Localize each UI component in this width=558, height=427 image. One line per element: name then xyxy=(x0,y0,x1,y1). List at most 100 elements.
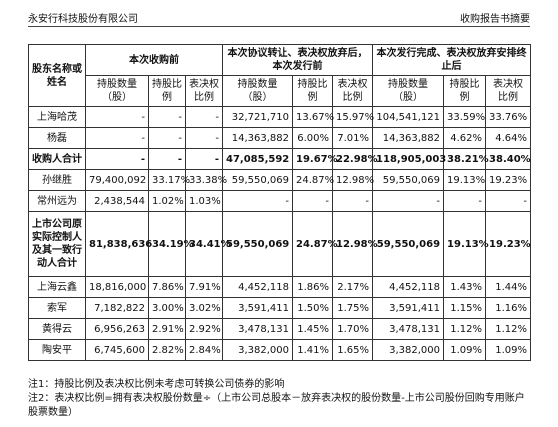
table-cell: 3,478,131 xyxy=(222,318,293,340)
shareholder-name: 杨磊 xyxy=(28,127,86,149)
table-cell: - xyxy=(485,190,532,212)
table-body: 上海哈茂 - - -32,721,710 13.67% 15.97% 104,541,121… xyxy=(28,106,532,361)
shareholder-name: 索军 xyxy=(28,297,86,319)
table-cell: 1.45% xyxy=(292,318,333,340)
column-header: 表决权比例 xyxy=(185,75,223,107)
table-cell: - xyxy=(148,127,186,149)
table-cell: 1.16% xyxy=(485,297,532,319)
table-cell: 1.44% xyxy=(485,276,532,298)
table-cell: 3,382,000 xyxy=(372,339,445,361)
shareholder-name: 收购人合计 xyxy=(28,148,86,170)
table-cell: 6,745,600 xyxy=(85,339,149,361)
table-cell: 13.67% xyxy=(292,106,334,128)
table-row: 常州远为 2,438,544 1.02% 1.03% - - - - - - xyxy=(28,190,532,212)
table-cell: - xyxy=(148,106,186,128)
table-cell: 19.23% xyxy=(485,211,532,277)
table-cell: 3,382,000 xyxy=(222,339,293,361)
table-cell: 22.98% xyxy=(331,148,378,170)
table-cell: 4.64% xyxy=(485,127,532,149)
table-head: 股东名称或姓名 本次收购前 本次协议转让、表决权放弃后，本次发行前 本次发行完成、表… xyxy=(28,44,532,107)
table-row: 孙继胜 79,400,092 33.17% 33.38% 59,550,069 24.87… xyxy=(28,169,532,191)
table-cell: 14,363,882 xyxy=(222,127,293,149)
table-cell: 59,550,069 xyxy=(372,169,445,191)
company-name: 永安行科技股份有限公司 xyxy=(28,14,138,25)
column-header: 持股比例 xyxy=(148,75,186,107)
table-cell: 2,438,544 xyxy=(85,190,149,212)
table-row: 陶安平 6,745,600 2.82% 2.84% 3,382,000 1.41% 1.65… xyxy=(28,339,532,361)
table-cell: - xyxy=(222,190,293,212)
table-cell: - xyxy=(148,148,186,170)
table-cell: 34.41% xyxy=(185,211,231,277)
table-cell: 47,085,592 xyxy=(222,148,293,170)
table-cell: 1.09% xyxy=(443,339,487,361)
table-cell: 1.15% xyxy=(443,297,487,319)
group-header: 本次收购前 xyxy=(85,44,223,76)
table-cell: - xyxy=(443,190,487,212)
header-row: 股东名称或姓名 本次收购前 本次协议转让、表决权放弃后，本次发行前 本次发行完成、表… xyxy=(28,44,532,107)
name-header: 股东名称或姓名 xyxy=(28,44,86,107)
shareholding-table: 股东名称或姓名 本次收购前 本次协议转让、表决权放弃后，本次发行前 本次发行完成、表… xyxy=(28,44,532,361)
table-cell: 19.23% xyxy=(485,169,532,191)
notes: 注1：持股比例及表决权比例未考虑可转换公司债券的影响 注2：表决权比例=拥有表决权… xyxy=(28,378,530,420)
column-header: 持股比例 xyxy=(443,75,487,107)
table-cell: 1.86% xyxy=(292,276,333,298)
table-cell: - xyxy=(372,190,445,212)
table-cell: 59,550,069 xyxy=(222,169,293,191)
table-cell: 12.98% xyxy=(331,211,378,277)
page-header: 永安行科技股份有限公司 收购报告书摘要 xyxy=(28,8,530,27)
table-cell: 1.41% xyxy=(292,339,333,361)
table-cell: 2.91% xyxy=(148,318,186,340)
table-cell: 18,816,000 xyxy=(85,276,149,298)
table-cell: 34.19% xyxy=(148,211,194,277)
column-header: 持股数量（股） xyxy=(372,75,445,107)
table-cell: 19.13% xyxy=(443,169,487,191)
table-cell: 1.02% xyxy=(148,190,186,212)
table-row: 收购人合计 - - -47,085,592 19.67% 22.98% 118,905,00… xyxy=(28,148,532,170)
table-cell: 4,452,118 xyxy=(222,276,293,298)
column-header: 表决权比例 xyxy=(485,75,532,107)
table-row: 杨磊 - - -14,363,882 6.00% 7.01% 14,363,882 4.62%… xyxy=(28,127,532,149)
table-cell: 1.65% xyxy=(331,339,374,361)
note: 注2：表决权比例=拥有表决权股份数量÷（上市公司总股本－放弃表决权的股份数量-上… xyxy=(28,393,525,418)
table-row: 索军 7,182,822 3.00% 3.02% 3,591,411 1.50% 1.75%… xyxy=(28,297,532,319)
table-cell: 59,550,069 xyxy=(222,211,293,277)
table-cell: 24.87% xyxy=(292,169,334,191)
table-cell: 118,905,003 xyxy=(372,148,446,170)
table-cell: 1.43% xyxy=(443,276,487,298)
table-cell: 2.92% xyxy=(185,318,223,340)
table-cell: 2.17% xyxy=(331,276,374,298)
table-cell: 33.38% xyxy=(185,169,227,191)
table-row: 上海哈茂 - - -32,721,710 13.67% 15.97% 104,541,121… xyxy=(28,106,532,128)
table-cell: - xyxy=(292,190,333,212)
document-title: 收购报告书摘要 xyxy=(460,14,530,25)
table-cell: 3.02% xyxy=(185,297,223,319)
table-cell: 79,400,092 xyxy=(85,169,149,191)
table-cell: 3,478,131 xyxy=(372,318,445,340)
table-cell: 1.75% xyxy=(331,297,374,319)
table-cell: 33.76% xyxy=(485,106,532,128)
column-header: 持股比例 xyxy=(292,75,333,107)
table-cell: 3,591,411 xyxy=(372,297,445,319)
shareholder-name: 陶安平 xyxy=(28,339,86,361)
table-cell: 33.17% xyxy=(148,169,190,191)
shareholder-name: 孙继胜 xyxy=(28,169,86,191)
table-cell: - xyxy=(185,127,223,149)
table-cell: 81,838,636 xyxy=(85,211,152,277)
table-cell: 1.70% xyxy=(331,318,374,340)
table-cell: 14,363,882 xyxy=(372,127,445,149)
column-header: 持股数量（股） xyxy=(222,75,293,107)
table-cell: 15.97% xyxy=(331,106,374,128)
table-cell: 3.00% xyxy=(148,297,186,319)
table-cell: 7.91% xyxy=(185,276,223,298)
table-cell: - xyxy=(331,190,374,212)
table-cell: 4,452,118 xyxy=(372,276,445,298)
table-row: 上海云鑫 18,816,000 7.86% 7.91% 4,452,118 1.86% 2.… xyxy=(28,276,532,298)
table-cell: - xyxy=(185,148,223,170)
table-cell: 6.00% xyxy=(292,127,333,149)
shareholder-name: 常州远为 xyxy=(28,190,86,212)
table-cell: - xyxy=(85,127,149,149)
table-cell: 33.59% xyxy=(443,106,487,128)
shareholder-name: 上海云鑫 xyxy=(28,276,86,298)
table-cell: 7,182,822 xyxy=(85,297,149,319)
table-row: 黄得云 6,956,263 2.91% 2.92% 3,478,131 1.45% 1.70… xyxy=(28,318,532,340)
